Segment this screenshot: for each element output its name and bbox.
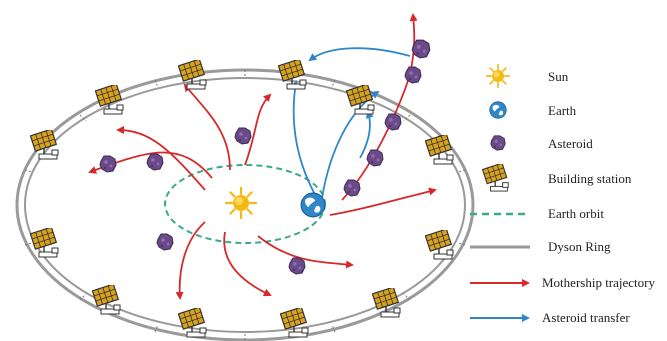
sun-icon [225,187,257,219]
asteroid-icon [288,257,306,275]
building-station-icon [425,230,454,260]
sun-icon [486,64,510,88]
building-station-icon [178,60,207,90]
building-station-icon [178,308,207,338]
earth-icon [300,192,326,218]
trajectory-path [244,93,272,166]
legend-label-mothership-trajectory: Mothership trajectory [542,275,655,290]
legend: Sun Earth Asteroid Building station Eart… [470,64,655,325]
dyson-ring [15,68,475,341]
legend-label-asteroid-transfer: Asteroid transfer [542,310,630,325]
asteroid-icon [146,153,164,171]
trajectory-path [341,13,418,201]
building-station-icon [278,60,307,90]
legend-item-earth: Earth [489,101,577,119]
legend-label-asteroid: Asteroid [548,136,593,151]
legend-item-asteroid: Asteroid [490,135,593,151]
building-station-icon [346,85,375,115]
legend-label-building-station: Building station [548,171,632,186]
asteroid-icon [366,149,384,167]
legend-label-earth: Earth [548,103,577,118]
legend-label-earth-orbit: Earth orbit [548,206,604,221]
legend-label-dyson-ring: Dyson Ring [548,239,611,254]
asteroid-icon [343,179,361,197]
legend-item-sun: Sun [486,64,569,88]
asteroid-icon [156,233,174,251]
building-station-icon [482,164,509,192]
ring-struts [24,70,466,340]
building-station-icon [425,135,454,165]
asteroid-icon [490,135,506,151]
legend-item-asteroid-transfer: Asteroid transfer [470,310,630,325]
transfer-path [291,80,319,201]
asteroid-icon [384,113,402,131]
building-station-icon [280,308,309,338]
earth-icon [489,101,507,119]
legend-item-mothership-trajectory: Mothership trajectory [470,275,655,290]
trajectory-path [223,231,272,297]
transfer-path [308,47,411,62]
building-station-icon [372,288,401,318]
asteroid-icon [99,155,117,173]
asteroid-icon [404,66,422,84]
asteroid-icon [411,39,431,59]
asteroid-icon [234,127,252,145]
building-station-icon [30,228,59,258]
trajectory-path [116,126,206,191]
legend-item-dyson-ring: Dyson Ring [470,239,611,254]
building-station-icon [92,285,121,315]
mothership-trajectories [88,13,437,300]
legend-item-earth-orbit: Earth orbit [470,206,604,221]
trajectory-path [175,221,206,300]
trajectory-path [329,187,437,216]
trajectory-path [257,235,354,269]
legend-item-building-station: Building station [482,164,632,192]
transfer-path [359,110,374,159]
trajectory-path [183,83,231,171]
legend-label-sun: Sun [548,69,569,84]
asteroids [99,39,431,275]
